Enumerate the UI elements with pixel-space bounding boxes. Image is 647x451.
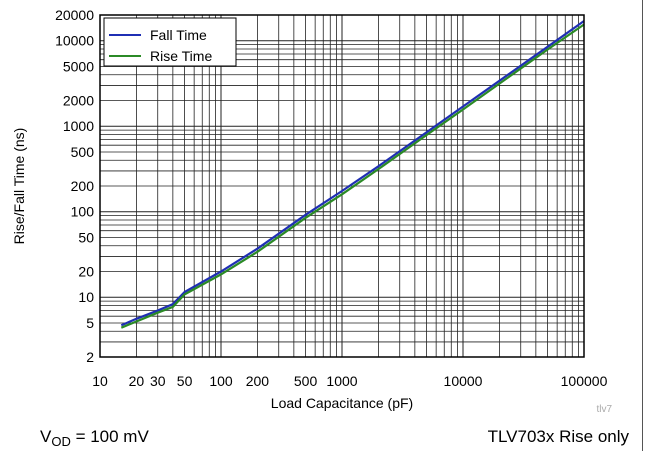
x-tick-labels: 10 20 30 50 100 200 500 1000 10000 100000 — [92, 373, 607, 389]
y-axis-label: Rise/Fall Time (ns) — [11, 128, 27, 245]
x-tick-label: 10000 — [444, 373, 483, 389]
y-tick-label: 2 — [86, 349, 94, 365]
y-tick-label: 20000 — [55, 7, 94, 23]
y-tick-label: 10 — [78, 289, 94, 305]
x-tick-label: 100 — [209, 373, 233, 389]
y-tick-label: 10000 — [55, 33, 94, 49]
x-tick-label: 100000 — [561, 373, 608, 389]
fall-time-line — [120, 20, 585, 327]
y-tick-label: 50 — [78, 229, 94, 245]
legend: Fall Time Rise Time — [103, 17, 237, 67]
y-tick-label: 500 — [71, 144, 95, 160]
page-edge-rule — [642, 0, 643, 451]
grid — [100, 15, 584, 357]
x-tick-label: 20 — [129, 373, 145, 389]
legend-box — [103, 17, 237, 67]
figure-code: tlv7 — [596, 404, 612, 415]
y-tick-label: 20 — [78, 264, 94, 280]
series-group — [120, 20, 585, 329]
x-axis-label: Load Capacitance (pF) — [271, 395, 413, 411]
x-tick-label: 1000 — [326, 373, 357, 389]
y-tick-label: 5 — [86, 315, 94, 331]
x-tick-label: 500 — [294, 373, 318, 389]
plot-frame — [99, 14, 585, 358]
condition-vod: VOD = 100 mV — [40, 427, 149, 449]
x-tick-label: 30 — [150, 373, 166, 389]
condition-vod-prefix: V — [40, 427, 52, 446]
legend-fall-label: Fall Time — [150, 27, 207, 43]
condition-device: TLV703x Rise only — [487, 427, 629, 446]
condition-vod-subscript: OD — [51, 434, 71, 449]
rise-time-line — [120, 23, 585, 329]
x-tick-label: 10 — [92, 373, 108, 389]
y-tick-label: 2000 — [63, 93, 94, 109]
condition-vod-value: = 100 mV — [70, 427, 149, 446]
y-tick-labels: 2 5 10 20 50 100 200 500 1000 2000 5000 10000 20000 — [55, 7, 94, 365]
x-tick-label: 50 — [177, 373, 193, 389]
y-tick-label: 5000 — [63, 58, 94, 74]
y-tick-label: 1000 — [63, 118, 94, 134]
legend-rise-label: Rise Time — [150, 48, 212, 64]
x-tick-label: 200 — [246, 373, 270, 389]
y-tick-label: 200 — [71, 178, 95, 194]
y-tick-label: 100 — [71, 204, 95, 220]
